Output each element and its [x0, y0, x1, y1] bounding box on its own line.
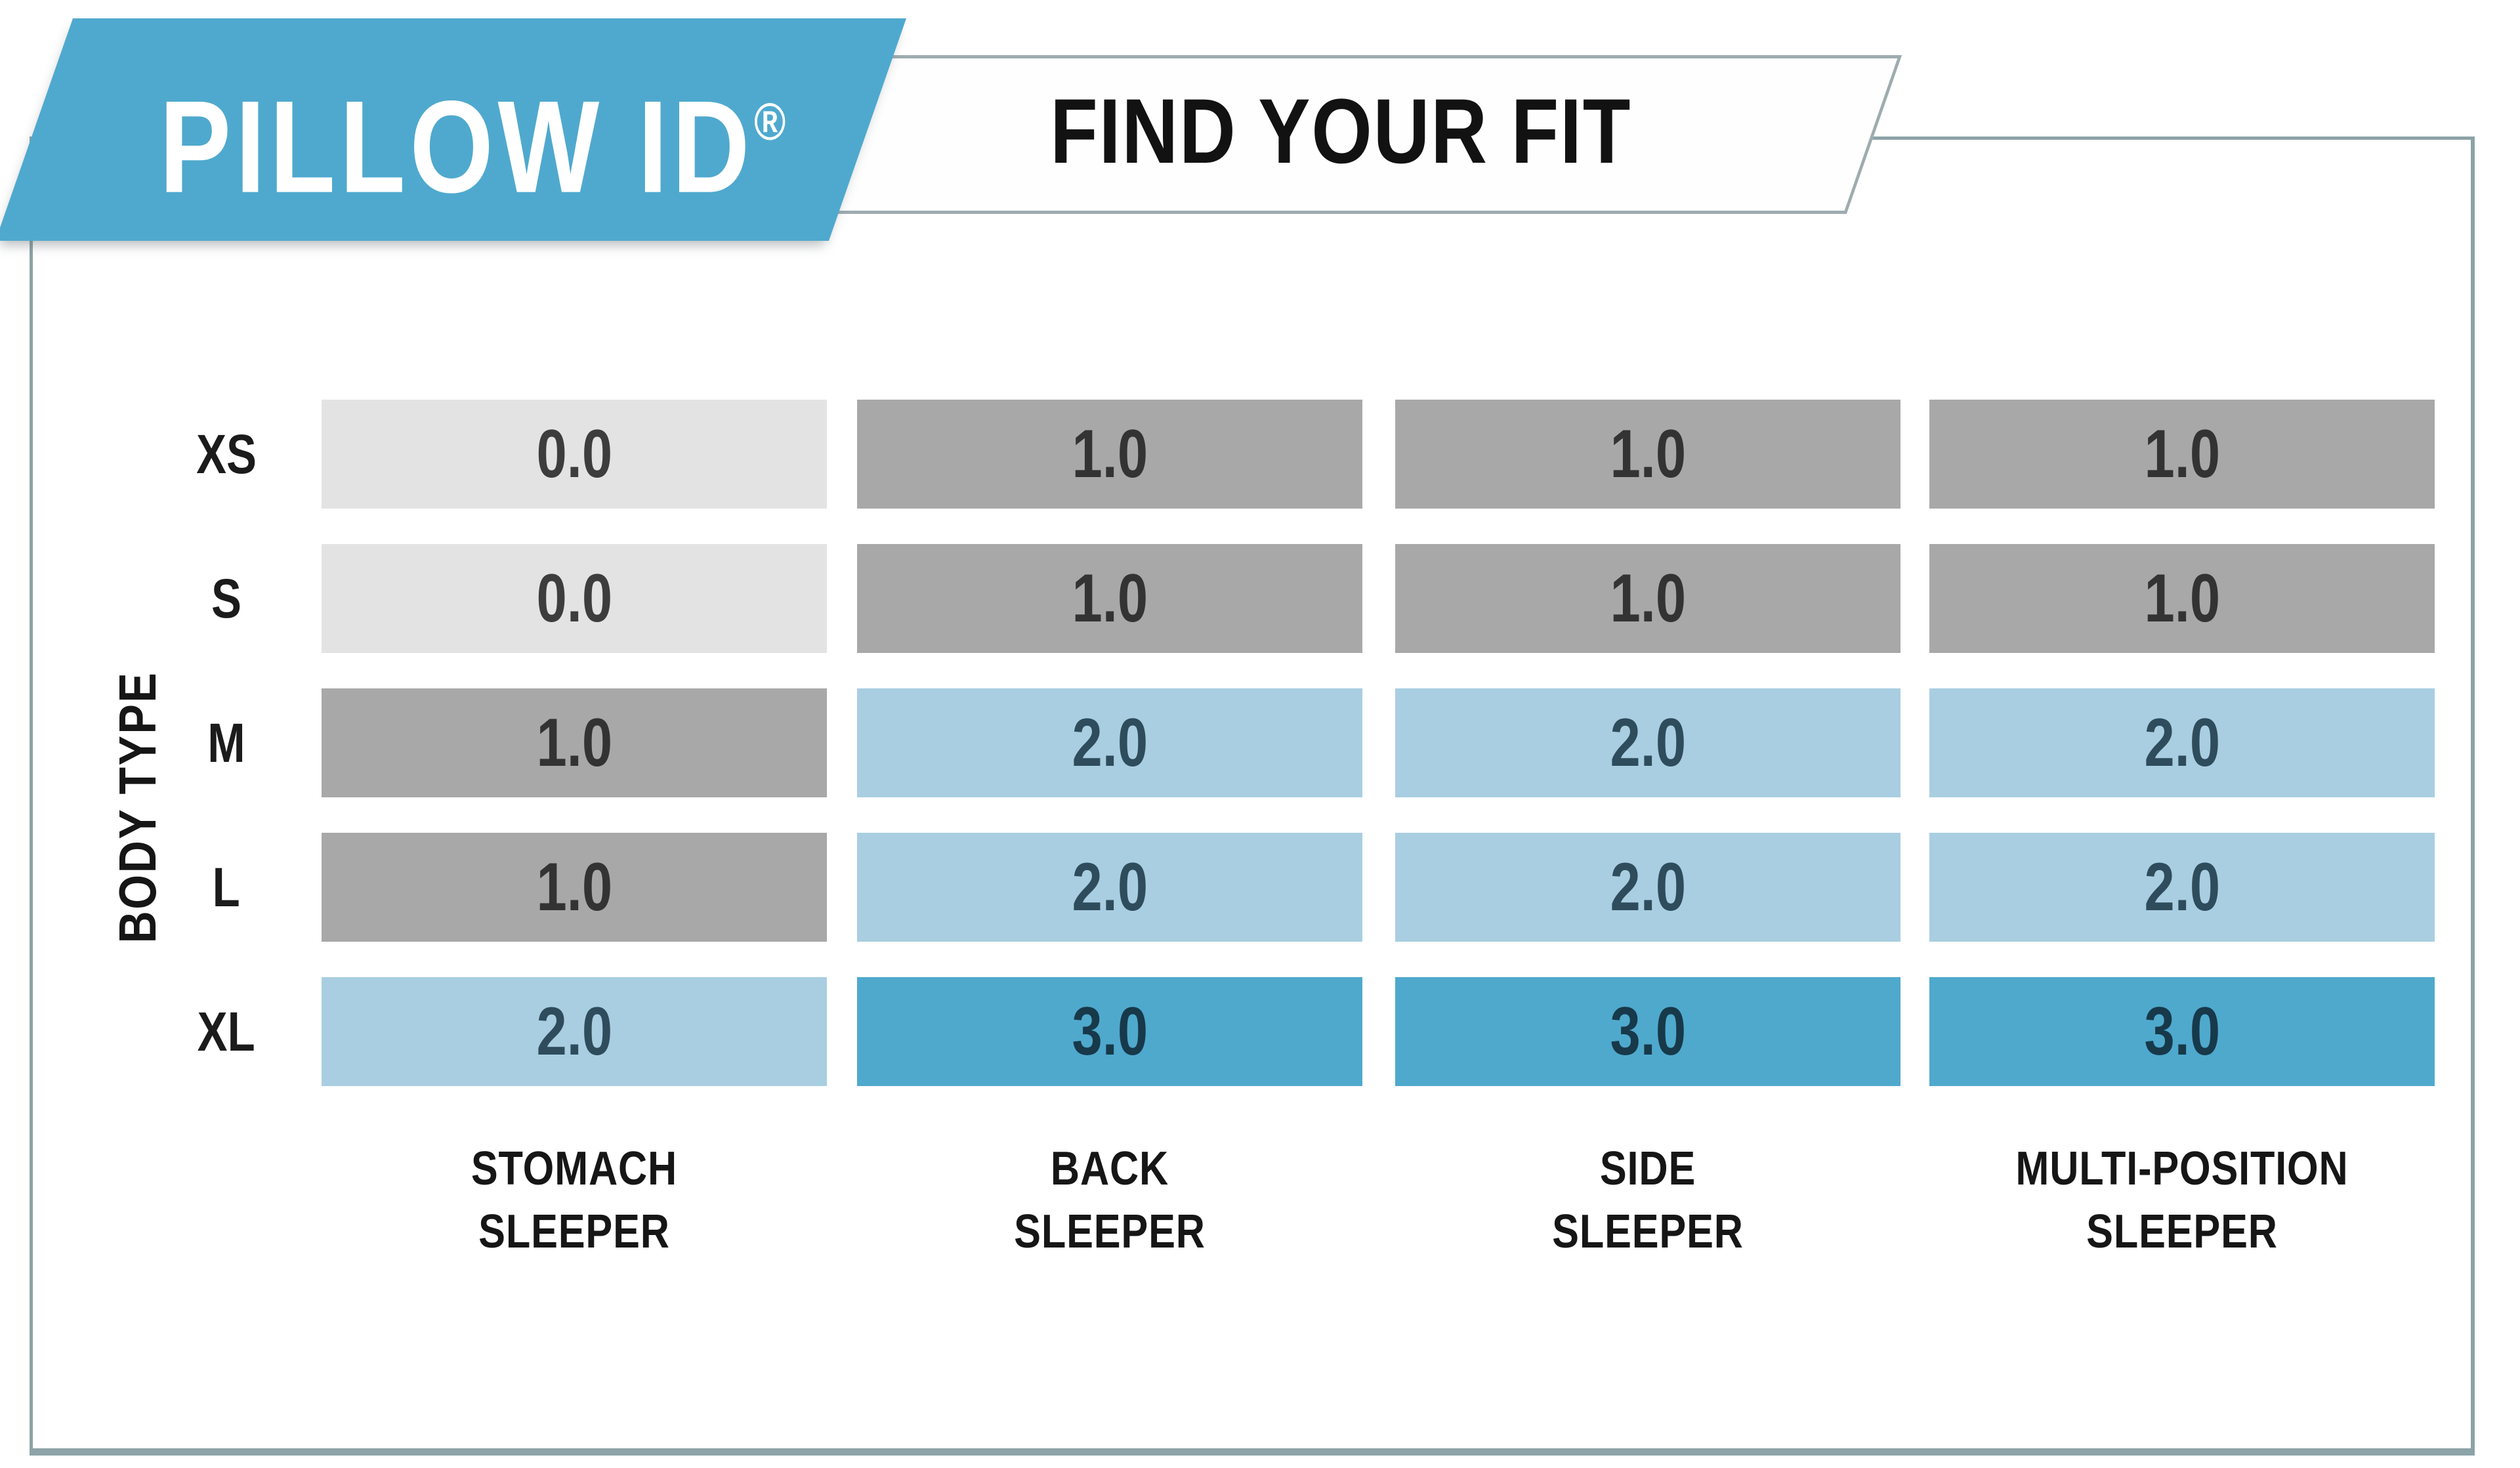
matrix-cell: 2.0: [1395, 833, 1900, 942]
matrix-cell: 2.0: [857, 688, 1362, 797]
row-label-l: L: [212, 856, 241, 918]
row-label-xl: XL: [197, 1001, 256, 1062]
matrix-cell: 1.0: [1395, 544, 1900, 653]
matrix-cell: 1.0: [322, 688, 827, 797]
matrix-cell: 1.0: [857, 544, 1362, 653]
row-label-m: M: [207, 712, 245, 774]
matrix-cell: 3.0: [857, 977, 1362, 1086]
column-label-back-sleeper: BACK SLEEPER: [1014, 1143, 1206, 1258]
row-label-xs: XS: [196, 423, 257, 485]
tagline-label: FIND YOUR FIT: [1050, 79, 1631, 182]
matrix-cell: 2.0: [322, 977, 827, 1086]
column-label-side-sleeper: SIDE SLEEPER: [1552, 1143, 1744, 1258]
matrix-cell: 3.0: [1929, 977, 2435, 1086]
matrix-cell: 2.0: [857, 833, 1362, 942]
matrix-cell: 1.0: [857, 400, 1362, 509]
column-label-multi-position-sleeper: MULTI-POSITION SLEEPER: [2015, 1143, 2349, 1258]
matrix-cell: 1.0: [322, 833, 827, 942]
brand-label: PILLOW ID: [159, 73, 754, 220]
matrix-cell: 1.0: [1929, 400, 2435, 509]
matrix-cell: 3.0: [1395, 977, 1900, 1086]
matrix-cell: 2.0: [1929, 688, 2435, 797]
matrix-cell: 2.0: [1929, 833, 2435, 942]
matrix-cell: 1.0: [1929, 544, 2435, 653]
matrix-cell: 0.0: [322, 400, 827, 509]
matrix-cell: 2.0: [1395, 688, 1900, 797]
tagline-text: FIND YOUR FIT: [814, 55, 1868, 207]
row-label-s: S: [211, 568, 242, 629]
matrix-cell: 1.0: [1395, 400, 1900, 509]
column-label-stomach-sleeper: STOMACH SLEEPER: [471, 1143, 678, 1258]
matrix-cell: 0.0: [322, 544, 827, 653]
registered-trademark-icon: ®: [753, 93, 786, 151]
brand-text: PILLOW ID®: [79, 18, 866, 241]
